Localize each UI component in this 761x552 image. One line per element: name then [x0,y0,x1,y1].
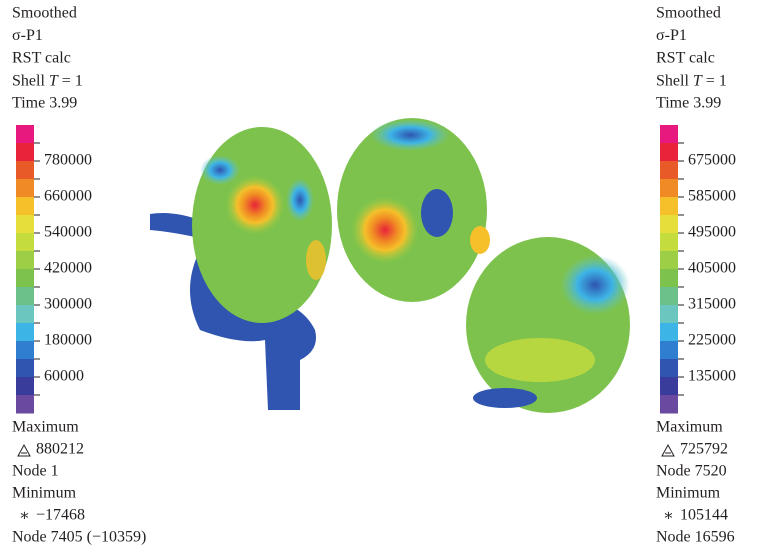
min-marker: ∗ [663,508,674,525]
legend-line: Smoothed [12,5,77,22]
colorbar-label: 60000 [44,368,84,385]
max-label: Maximum [656,419,723,436]
colorbar-band [660,161,678,180]
colorbar-label: 225000 [688,332,736,349]
colorbar-label: 315000 [688,296,736,313]
colorbar-label: 495000 [688,224,736,241]
colorbar-band [16,341,34,360]
colorbar-band [660,179,678,198]
colorbar-band [660,323,678,342]
max-node: Node 7520 [656,463,727,480]
legend: Smoothed σ-P1 RST calc Shell T = 1 Time 3.99… [656,5,736,546]
legend-line: σ-P1 [656,27,687,44]
legend-line: Smoothed [656,5,721,22]
colorbar-band [16,395,34,414]
model-left [150,127,332,410]
colorbar-band [16,323,34,342]
colorbar-band [660,197,678,216]
colorbar-band [16,305,34,324]
colorbar-label: 180000 [44,332,92,349]
max-value: 880212 [36,441,84,458]
shell-suffix: = 1 [58,72,83,89]
colorbar-band [660,125,678,144]
colorbar-band [16,269,34,288]
model-right [466,237,630,413]
shell-prefix: Shell [12,72,49,89]
colorbar-band [16,215,34,234]
max-value: 725792 [680,441,728,458]
max-node: Node 1 [12,463,59,480]
colorbar-label: 660000 [44,188,92,205]
colorbar-band [660,377,678,396]
colorbar-band [16,143,34,162]
colorbar-band [16,377,34,396]
colorbar-band [660,287,678,306]
colorbar-label: 585000 [688,188,736,205]
colorbar-label: 405000 [688,260,736,277]
max-label: Maximum [12,419,79,436]
colorbar-band [16,197,34,216]
legend-line: Time 3.99 [12,95,77,112]
colorbar-band [16,359,34,378]
colorbar-band [660,341,678,360]
min-node: Node 7405 (−10359) [12,529,146,546]
colorbar-label: 420000 [44,260,92,277]
colorbar-band [660,215,678,234]
legend-line: RST calc [656,50,715,67]
legend-line: σ-P1 [12,27,43,44]
colorbar-band [16,287,34,306]
legend-line: Time 3.99 [656,95,721,112]
colorbar-band [660,269,678,288]
min-label: Minimum [656,485,721,502]
colorbar-band [660,143,678,162]
colorbar-band [660,305,678,324]
colorbar-band [16,161,34,180]
colorbar-label: 675000 [688,152,736,169]
max-marker [661,443,675,457]
colorbar-label: 135000 [688,368,736,385]
colorbar-label: 780000 [44,152,92,169]
min-value: 105144 [680,507,728,524]
legend: Smoothed σ-P1 RST calc Shell T = 1 Time 3.99… [12,5,146,546]
min-value: −17468 [36,507,85,524]
legend-line: RST calc [12,50,71,67]
shell-prefix: Shell [656,72,693,89]
colorbar-band [660,359,678,378]
colorbar-band [16,233,34,252]
legend-line: Shell T = 1 [656,72,727,89]
min-node: Node 16596 [656,529,735,546]
colorbar-band [16,251,34,270]
min-label: Minimum [12,485,77,502]
max-marker [17,443,31,457]
shell-suffix: = 1 [702,72,727,89]
min-marker: ∗ [19,508,30,525]
colorbar-label: 300000 [44,296,92,313]
colorbar-band [660,251,678,270]
colorbar-label: 540000 [44,224,92,241]
colorbar-band [660,233,678,252]
colorbar-band [16,179,34,198]
model-middle [337,118,490,302]
colorbar-band [16,125,34,144]
legend-line: Shell T = 1 [12,72,83,89]
shell-variable: T [693,72,703,89]
colorbar-band [660,395,678,414]
shell-variable: T [49,72,59,89]
